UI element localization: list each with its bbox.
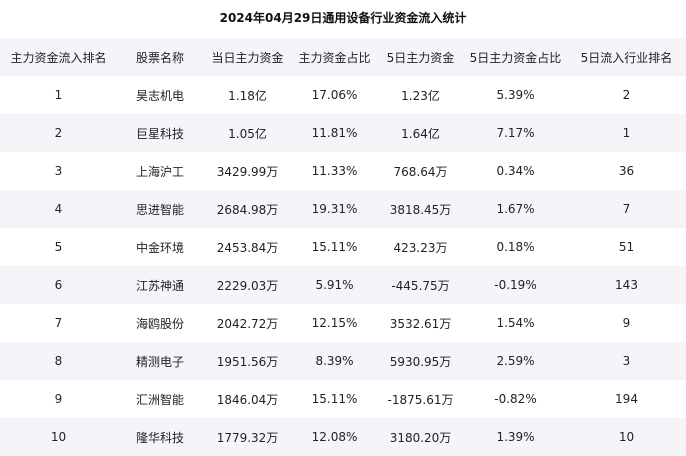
cell-main-fund-ratio: 15.11% [311,392,358,406]
cell-5day-industry-rank: 36 [618,164,635,178]
cell-rank: 10 [50,430,67,444]
cell-daily-main-fund: 1.18亿 [228,88,267,103]
table-row: 1 昊志机电 1.18亿 17.06% 1.23亿 5.39% 2 [0,76,686,114]
cell-daily-main-fund: 2684.98万 [216,202,279,217]
cell-5day-main-fund: 3532.61万 [389,316,452,331]
cell-daily-main-fund: 2229.03万 [216,278,279,293]
cell-daily-main-fund: 2453.84万 [216,240,279,255]
cell-stock-name: 隆华科技 [135,430,184,445]
cell-main-fund-ratio: 15.11% [311,240,358,254]
table-row: 3 上海沪工 3429.99万 11.33% 768.64万 0.34% 36 [0,152,686,190]
cell-5day-main-fund: 1.23亿 [401,88,440,103]
cell-5day-main-fund-ratio: 1.67% [496,202,535,216]
cell-5day-industry-rank: 2 [622,88,631,102]
cell-main-fund-ratio: 12.08% [311,430,358,444]
cell-5day-industry-rank: 10 [618,430,635,444]
cell-rank: 5 [54,240,63,254]
table-row: 8 精测电子 1951.56万 8.39% 5930.95万 2.59% 3 [0,342,686,380]
cell-daily-main-fund: 1951.56万 [216,354,279,369]
cell-stock-name: 中金环境 [135,240,184,255]
table-row: 7 海鸥股份 2042.72万 12.15% 3532.61万 1.54% 9 [0,304,686,342]
cell-5day-main-fund: 3180.20万 [389,430,452,445]
cell-5day-main-fund-ratio: 1.39% [496,430,535,444]
header-5day-main-fund-ratio: 5日主力资金占比 [469,50,562,65]
header-daily-main-fund: 当日主力资金 [211,50,284,65]
cell-5day-industry-rank: 9 [622,316,631,330]
table-header-row: 主力资金流入排名 股票名称 当日主力资金 主力资金占比 5日主力资金 5日主力资… [0,38,686,76]
cell-5day-main-fund: 5930.95万 [389,354,452,369]
cell-rank: 6 [54,278,63,292]
cell-5day-main-fund-ratio: 0.34% [496,164,535,178]
cell-5day-main-fund-ratio: -0.82% [494,392,537,406]
cell-stock-name: 江苏神通 [135,278,184,293]
cell-5day-industry-rank: 194 [615,392,638,406]
cell-daily-main-fund: 1846.04万 [216,392,279,407]
table-row: 9 汇洲智能 1846.04万 15.11% -1875.61万 -0.82% 194 [0,380,686,418]
cell-daily-main-fund: 3429.99万 [216,164,279,179]
cell-rank: 2 [54,126,63,140]
cell-5day-main-fund: 3818.45万 [389,202,452,217]
cell-5day-main-fund: -1875.61万 [387,392,454,407]
cell-rank: 8 [54,354,63,368]
cell-5day-main-fund: -445.75万 [391,278,450,293]
cell-5day-industry-rank: 143 [615,278,638,292]
cell-main-fund-ratio: 12.15% [311,316,358,330]
cell-5day-main-fund-ratio: 1.54% [496,316,535,330]
cell-rank: 9 [54,392,63,406]
header-5day-main-fund: 5日主力资金 [386,50,455,65]
cell-main-fund-ratio: 8.39% [315,354,354,368]
cell-rank: 4 [54,202,63,216]
cell-main-fund-ratio: 5.91% [315,278,354,292]
cell-daily-main-fund: 1.05亿 [228,126,267,141]
cell-main-fund-ratio: 17.06% [311,88,358,102]
cell-stock-name: 海鸥股份 [135,316,184,331]
cell-daily-main-fund: 2042.72万 [216,316,279,331]
cell-stock-name: 精测电子 [135,354,184,369]
cell-stock-name: 巨星科技 [135,126,184,141]
cell-5day-industry-rank: 3 [622,354,631,368]
cell-5day-industry-rank: 1 [622,126,631,140]
cell-main-fund-ratio: 19.31% [311,202,358,216]
cell-rank: 3 [54,164,63,178]
cell-5day-main-fund: 768.64万 [393,164,448,179]
cell-stock-name: 上海沪工 [135,164,184,179]
table-row: 5 中金环境 2453.84万 15.11% 423.23万 0.18% 51 [0,228,686,266]
cell-5day-main-fund-ratio: 7.17% [496,126,535,140]
cell-5day-main-fund: 1.64亿 [401,126,440,141]
table-row: 2 巨星科技 1.05亿 11.81% 1.64亿 7.17% 1 [0,114,686,152]
cell-5day-main-fund: 423.23万 [393,240,448,255]
cell-5day-industry-rank: 51 [618,240,635,254]
header-rank: 主力资金流入排名 [10,50,107,65]
cell-rank: 1 [54,88,63,102]
header-main-fund-ratio: 主力资金占比 [298,50,371,65]
cell-5day-main-fund-ratio: 0.18% [496,240,535,254]
cell-daily-main-fund: 1779.32万 [216,430,279,445]
cell-main-fund-ratio: 11.33% [311,164,358,178]
cell-5day-main-fund-ratio: 2.59% [496,354,535,368]
cell-5day-industry-rank: 7 [622,202,631,216]
header-5day-industry-rank: 5日流入行业排名 [580,50,673,65]
page-title: 2024年04月29日通用设备行业资金流入统计 [219,11,467,25]
cell-stock-name: 思进智能 [135,202,184,217]
cell-rank: 7 [54,316,63,330]
table-body: 1 昊志机电 1.18亿 17.06% 1.23亿 5.39% 2 2 巨星科技 1.05亿 11.… [0,76,686,456]
cell-stock-name: 汇洲智能 [135,392,184,407]
table-row: 4 思进智能 2684.98万 19.31% 3818.45万 1.67% 7 [0,190,686,228]
table-row: 6 江苏神通 2229.03万 5.91% -445.75万 -0.19% 143 [0,266,686,304]
header-stock-name: 股票名称 [135,50,184,65]
fund-flow-table: 主力资金流入排名 股票名称 当日主力资金 主力资金占比 5日主力资金 5日主力资… [0,38,686,456]
cell-5day-main-fund-ratio: -0.19% [494,278,537,292]
cell-main-fund-ratio: 11.81% [311,126,358,140]
cell-stock-name: 昊志机电 [135,88,184,103]
table-row: 10 隆华科技 1779.32万 12.08% 3180.20万 1.39% 10 [0,418,686,456]
cell-5day-main-fund-ratio: 5.39% [496,88,535,102]
